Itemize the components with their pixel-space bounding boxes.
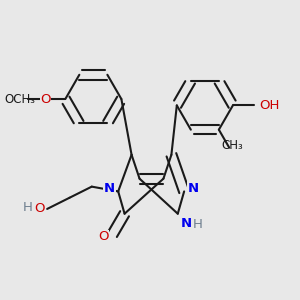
Text: OCH₃: OCH₃ — [4, 92, 36, 106]
Text: O: O — [40, 92, 51, 106]
Text: O: O — [98, 230, 109, 244]
Text: CH₃: CH₃ — [221, 139, 243, 152]
Text: N: N — [104, 182, 115, 195]
Text: H: H — [23, 201, 33, 214]
Text: O: O — [34, 202, 45, 215]
Text: H: H — [193, 218, 203, 230]
Text: OH: OH — [259, 99, 280, 112]
Text: N: N — [180, 217, 191, 230]
Text: N: N — [187, 182, 198, 195]
